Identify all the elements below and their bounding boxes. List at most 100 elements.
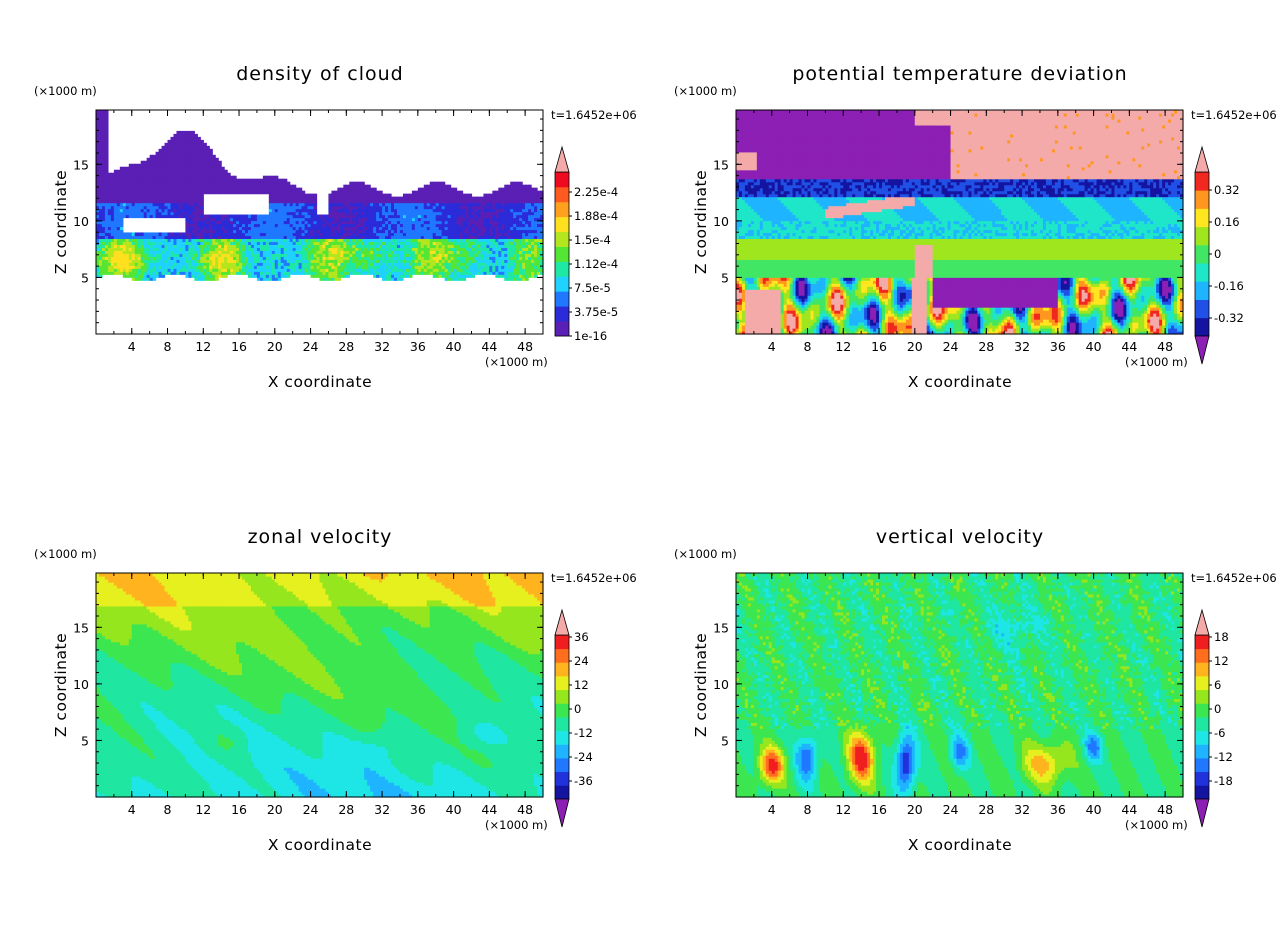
field-cell	[280, 268, 285, 272]
field-cell	[402, 205, 407, 210]
field-cell	[101, 110, 106, 114]
field-cell	[325, 250, 330, 254]
field-cell	[388, 199, 392, 204]
field-cell	[292, 220, 297, 225]
field-cell	[143, 232, 148, 237]
field-cell	[513, 247, 517, 251]
field-cell	[537, 241, 541, 245]
field-cell	[444, 238, 449, 243]
field-cell	[516, 256, 520, 260]
field-cell	[394, 199, 398, 204]
field-cell	[96, 232, 100, 237]
field-cell	[233, 187, 237, 192]
field-cell	[170, 232, 175, 237]
field-cell	[122, 172, 127, 177]
field-cell	[531, 229, 535, 234]
field-cell	[528, 232, 532, 237]
field-cell	[245, 235, 249, 240]
field-cell	[441, 268, 446, 272]
field-cell	[519, 208, 523, 213]
field-cell	[483, 268, 487, 272]
field-cell	[394, 208, 398, 213]
field-cell	[388, 256, 392, 260]
field-cell	[519, 262, 523, 266]
field-cell	[501, 274, 505, 278]
field-cell	[101, 208, 106, 213]
field-cell	[396, 226, 401, 231]
field-cell	[262, 274, 267, 278]
field-cell	[101, 268, 106, 272]
field-cell	[101, 226, 106, 231]
field-cell	[98, 151, 103, 156]
field-cell	[516, 238, 520, 243]
field-cell	[408, 202, 413, 207]
field-cell	[197, 211, 201, 216]
field-cell	[292, 262, 297, 266]
field-cell	[233, 229, 237, 234]
field-cell	[239, 232, 243, 237]
field-cell	[444, 265, 449, 269]
field-cell	[334, 256, 338, 260]
field-cell	[96, 229, 100, 234]
field-cell	[227, 190, 231, 195]
field-cell	[402, 271, 407, 275]
field-cell	[236, 241, 240, 245]
field-cell	[167, 232, 172, 237]
field-cell	[468, 262, 473, 266]
field-cell	[119, 190, 124, 195]
field-cell	[492, 208, 496, 213]
field-cell	[456, 202, 461, 207]
field-cell	[197, 160, 201, 165]
field-cell	[146, 196, 151, 201]
field-cell	[441, 208, 446, 213]
field-cell	[146, 268, 151, 272]
field-cell	[206, 241, 210, 245]
field-cell	[373, 244, 377, 248]
field-cell	[402, 268, 407, 272]
field-cell	[513, 226, 517, 231]
field-cell	[203, 232, 207, 237]
field-cell	[340, 250, 344, 254]
field-cell	[376, 265, 380, 269]
field-cell	[197, 178, 201, 183]
field-cell	[245, 241, 249, 245]
field-cell	[465, 256, 470, 260]
field-cell	[501, 199, 505, 204]
field-cell	[438, 199, 443, 204]
field-cell	[134, 268, 139, 272]
field-cell	[280, 274, 285, 278]
field-cell	[304, 250, 309, 254]
field-cell	[364, 235, 368, 240]
field-cell	[432, 229, 437, 234]
field-cell	[96, 211, 100, 216]
field-cell	[119, 253, 124, 257]
field-cell	[468, 199, 473, 204]
field-cell	[221, 241, 225, 245]
field-cell	[504, 274, 508, 278]
field-cell	[149, 247, 154, 251]
field-cell	[221, 190, 225, 195]
field-cell	[399, 217, 404, 222]
field-cell	[173, 193, 178, 198]
field-cell	[456, 235, 461, 240]
field-cell	[98, 187, 103, 192]
field-cell	[453, 238, 458, 243]
field-cell	[236, 187, 240, 192]
field-cell	[179, 250, 184, 254]
field-cell	[402, 235, 407, 240]
field-cell	[289, 265, 294, 269]
field-cell	[391, 274, 395, 278]
field-cell	[531, 196, 535, 201]
field-cell	[167, 139, 172, 144]
field-cell	[531, 244, 535, 248]
field-cell	[191, 235, 195, 240]
field-cell	[373, 202, 377, 207]
field-cell	[128, 178, 133, 183]
field-cell	[203, 226, 207, 231]
field-cell	[507, 190, 511, 195]
field-cell	[355, 271, 359, 275]
field-cell	[191, 157, 195, 162]
field-cell	[167, 187, 172, 192]
field-cell	[224, 262, 228, 266]
field-cell	[164, 208, 169, 213]
